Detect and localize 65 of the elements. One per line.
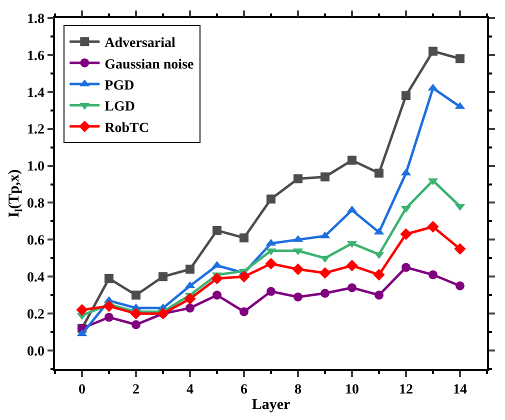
- point: [427, 220, 439, 233]
- point: [132, 290, 140, 300]
- point: [402, 91, 410, 100]
- x-tick-label: 8: [294, 382, 302, 398]
- x-tick-label: 12: [399, 382, 413, 398]
- point: [130, 308, 142, 320]
- point: [240, 307, 248, 316]
- legend-label: Gaussian noise: [104, 57, 194, 72]
- point: [292, 263, 304, 276]
- x-tick-label: 2: [132, 382, 140, 398]
- point: [319, 267, 331, 279]
- point: [186, 264, 194, 274]
- point: [454, 243, 466, 255]
- point: [373, 268, 385, 281]
- point: [238, 270, 250, 282]
- point: [212, 226, 222, 235]
- x-axis-title: Layer: [252, 397, 290, 414]
- point: [211, 272, 223, 284]
- point: [428, 270, 438, 280]
- point: [428, 46, 438, 56]
- y-tick-label: 0.6: [26, 234, 44, 249]
- x-tick-label: 4: [186, 382, 194, 398]
- point: [265, 258, 277, 270]
- y-tick-label: 1.6: [26, 48, 44, 64]
- y-tick-label: 0.0: [26, 344, 44, 360]
- legend-label: RobTC: [104, 120, 149, 136]
- y-tick-label: 0.8: [26, 196, 44, 212]
- point: [294, 174, 302, 184]
- x-tick-label: 6: [240, 382, 248, 398]
- point: [456, 54, 464, 64]
- point: [348, 156, 356, 165]
- point: [320, 172, 330, 182]
- y-tick-label: 1.2: [26, 122, 44, 138]
- y-tick-label: 1.4: [26, 86, 44, 101]
- point: [402, 262, 410, 272]
- point: [374, 290, 384, 300]
- point: [76, 304, 88, 316]
- point: [158, 272, 168, 282]
- y-tick-label: 0.2: [26, 307, 44, 322]
- point: [374, 168, 384, 178]
- legend-label: PGD: [104, 78, 134, 94]
- point: [266, 286, 276, 296]
- point: [294, 292, 302, 302]
- x-tick-label: 14: [453, 382, 467, 398]
- y-tick-label: 0.4: [26, 270, 44, 286]
- legend-label: LGD: [104, 100, 135, 115]
- point: [266, 194, 276, 204]
- point: [320, 288, 330, 298]
- y-tick-label: 1.8: [26, 12, 44, 27]
- x-tick-label: 0: [78, 382, 86, 398]
- point: [456, 281, 464, 290]
- point: [240, 233, 248, 242]
- x-tick-label: 10: [345, 382, 359, 398]
- legend-label: Adversarial: [104, 36, 176, 52]
- point: [400, 228, 412, 240]
- point: [104, 274, 114, 283]
- point: [132, 320, 140, 330]
- point: [103, 300, 115, 312]
- y-tick-label: 1.0: [26, 160, 44, 175]
- point: [348, 283, 356, 292]
- point: [346, 260, 358, 272]
- point: [186, 304, 194, 313]
- point: [184, 292, 196, 305]
- point: [212, 290, 222, 300]
- point: [104, 312, 114, 322]
